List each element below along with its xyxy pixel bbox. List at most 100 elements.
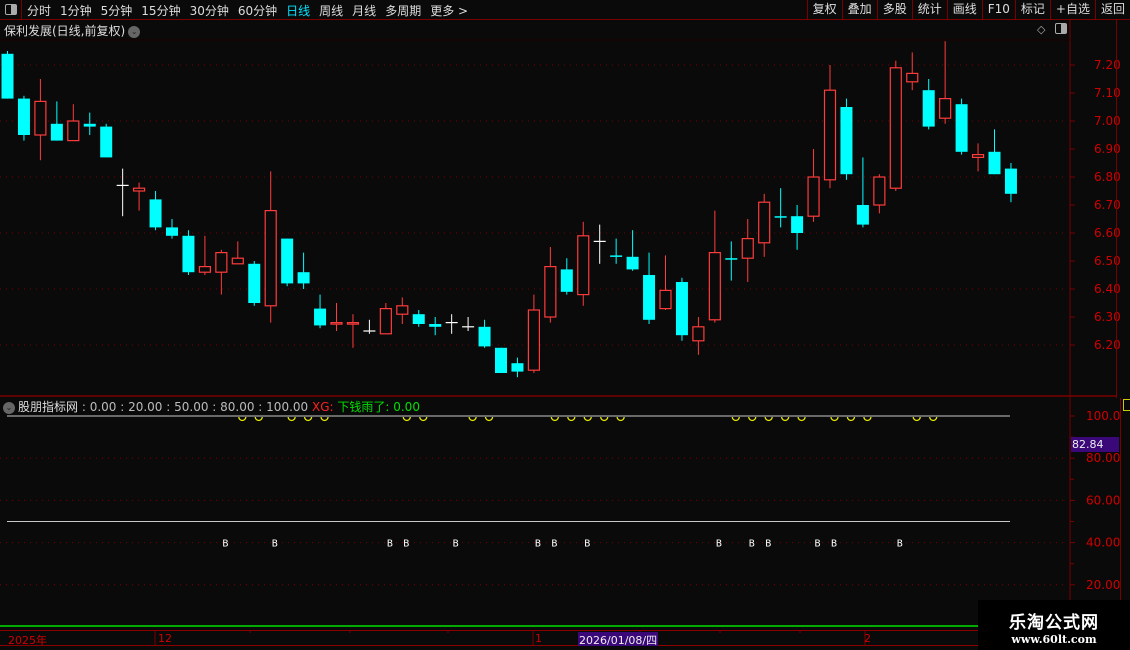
candle-body xyxy=(314,308,327,326)
signal-circle-marker xyxy=(797,416,806,422)
signal-circle-marker xyxy=(550,416,559,422)
buy-marker: B xyxy=(831,539,837,550)
indicator-axis-label: 60.00 xyxy=(1086,493,1120,507)
watermark-logo: 乐淘公式网 www.60lt.com xyxy=(978,600,1130,650)
signal-circle-marker xyxy=(764,416,773,422)
indicator-axis-label: 100.0 xyxy=(1086,409,1120,423)
chevron-down-icon[interactable]: ⌄ xyxy=(3,401,15,414)
signal-circle-marker xyxy=(583,416,592,422)
chevron-down-icon[interactable]: ⌄ xyxy=(128,25,141,38)
candle-body xyxy=(577,235,590,296)
candle-body xyxy=(330,322,343,325)
toolbar-button[interactable]: 多股 xyxy=(876,0,912,20)
period-tab[interactable]: 5分钟 xyxy=(100,4,133,18)
period-tab[interactable]: 30分钟 xyxy=(189,4,229,18)
candle-body xyxy=(807,176,820,217)
side-panel-lower[interactable] xyxy=(1120,398,1130,628)
candle-body xyxy=(67,120,80,142)
indicator-axis-label: 40.00 xyxy=(1086,536,1120,550)
buy-marker: B xyxy=(716,539,722,550)
candle-body xyxy=(774,216,787,218)
period-tab[interactable]: 月线 xyxy=(352,4,377,18)
period-tab[interactable]: 1分钟 xyxy=(60,4,92,18)
period-tab[interactable]: 15分钟 xyxy=(141,4,181,18)
signal-circle-marker xyxy=(254,416,263,422)
cursor-date: 2026/01/08/四 xyxy=(578,632,659,647)
toolbar-buttons: 复权 叠加 多股 统计 画线 F10 标记 +自选 返回 xyxy=(806,0,1130,20)
date-axis: 2025年 12 1 2026/01/08/四 2 xyxy=(0,630,1130,647)
buy-marker: B xyxy=(453,539,459,550)
toolbar-button[interactable]: 画线 xyxy=(946,0,982,20)
buy-marker: B xyxy=(403,539,409,550)
signal-circle-marker xyxy=(912,416,921,422)
candle-body xyxy=(643,275,656,320)
signal-circle-marker xyxy=(484,416,494,422)
toolbar-button[interactable]: 返回 xyxy=(1094,0,1130,20)
candle-body xyxy=(511,363,524,372)
watermark-url: www.60lt.com xyxy=(1011,633,1097,646)
panel-toggle-icon[interactable] xyxy=(1055,23,1067,34)
signal-circle-marker xyxy=(830,416,839,422)
toolbar-button[interactable]: 叠加 xyxy=(841,0,877,20)
candle-body xyxy=(840,107,853,175)
signal-circle-marker xyxy=(616,416,625,422)
stock-title: 保利发展(日线,前复权) xyxy=(4,24,126,38)
candle-body xyxy=(34,100,47,136)
candle-body xyxy=(741,238,754,259)
buy-marker: B xyxy=(897,539,903,550)
candle-body xyxy=(610,255,623,257)
price-label: 6.20 xyxy=(1094,338,1121,352)
price-label: 6.70 xyxy=(1094,198,1121,212)
period-tab[interactable]: 周线 xyxy=(319,4,344,18)
toolbar-button[interactable]: 标记 xyxy=(1014,0,1050,20)
signal-circle-marker xyxy=(731,416,740,422)
signal-circle-marker xyxy=(320,416,329,422)
signal-circle-marker xyxy=(929,416,938,422)
candle-body xyxy=(791,216,804,233)
candle-body xyxy=(281,238,294,284)
toolbar-button[interactable]: F10 xyxy=(981,0,1015,20)
axis-month-label: 1 xyxy=(535,632,542,645)
period-tab[interactable]: 分时 xyxy=(27,4,52,18)
diamond-icon[interactable]: ◇ xyxy=(1037,23,1046,36)
buy-marker: B xyxy=(551,539,557,550)
period-tab[interactable]: 60分钟 xyxy=(237,4,278,18)
candle-body xyxy=(100,126,113,158)
candle-body xyxy=(248,263,261,303)
signal-text: 下钱雨了: 0.00 xyxy=(337,400,420,414)
toolbar-button[interactable]: 复权 xyxy=(806,0,842,20)
period-tabs: 分时 1分钟 5分钟 15分钟 30分钟 60分钟 日线 周线 月线 多周期 更多 > xyxy=(27,2,468,19)
axis-month-label: 12 xyxy=(158,632,172,645)
indicator-params: : 0.00 : 20.00 : 50.00 : 80.00 : 100.00 xyxy=(81,400,309,414)
period-tab[interactable]: 更多 > xyxy=(430,4,469,18)
candle-body xyxy=(215,252,228,273)
period-tab[interactable]: 多周期 xyxy=(385,4,422,18)
candle-body xyxy=(873,176,886,206)
toolbar-button[interactable]: +自选 xyxy=(1049,0,1095,20)
price-label: 6.40 xyxy=(1094,282,1121,296)
layout-toggle-button[interactable] xyxy=(0,0,22,20)
buy-marker: B xyxy=(535,539,541,550)
signal-circle-marker xyxy=(748,416,757,422)
xg-label: XG: xyxy=(311,400,334,414)
candle-body xyxy=(708,252,721,321)
indicator-axis-label: 80.00 xyxy=(1086,451,1120,465)
signal-circle-marker xyxy=(303,416,313,422)
indicator-name[interactable]: 股朋指标网 xyxy=(18,400,79,414)
signal-circle-marker xyxy=(781,416,790,422)
candle-body xyxy=(83,123,96,127)
buy-marker: B xyxy=(272,539,278,550)
signal-circle-marker xyxy=(238,416,247,422)
period-tab[interactable]: 日线 xyxy=(286,4,311,18)
toolbar-button[interactable]: 统计 xyxy=(911,0,947,20)
signal-circle-marker xyxy=(863,416,872,422)
candle-body xyxy=(297,272,310,284)
buy-marker: B xyxy=(765,539,771,550)
candle-body xyxy=(971,154,985,159)
candle-body xyxy=(478,326,491,347)
signal-circle-marker xyxy=(846,416,856,422)
side-panel[interactable] xyxy=(1116,20,1130,398)
indicator-current-value: 82.84 xyxy=(1071,437,1119,452)
signal-circle-marker xyxy=(402,416,411,422)
